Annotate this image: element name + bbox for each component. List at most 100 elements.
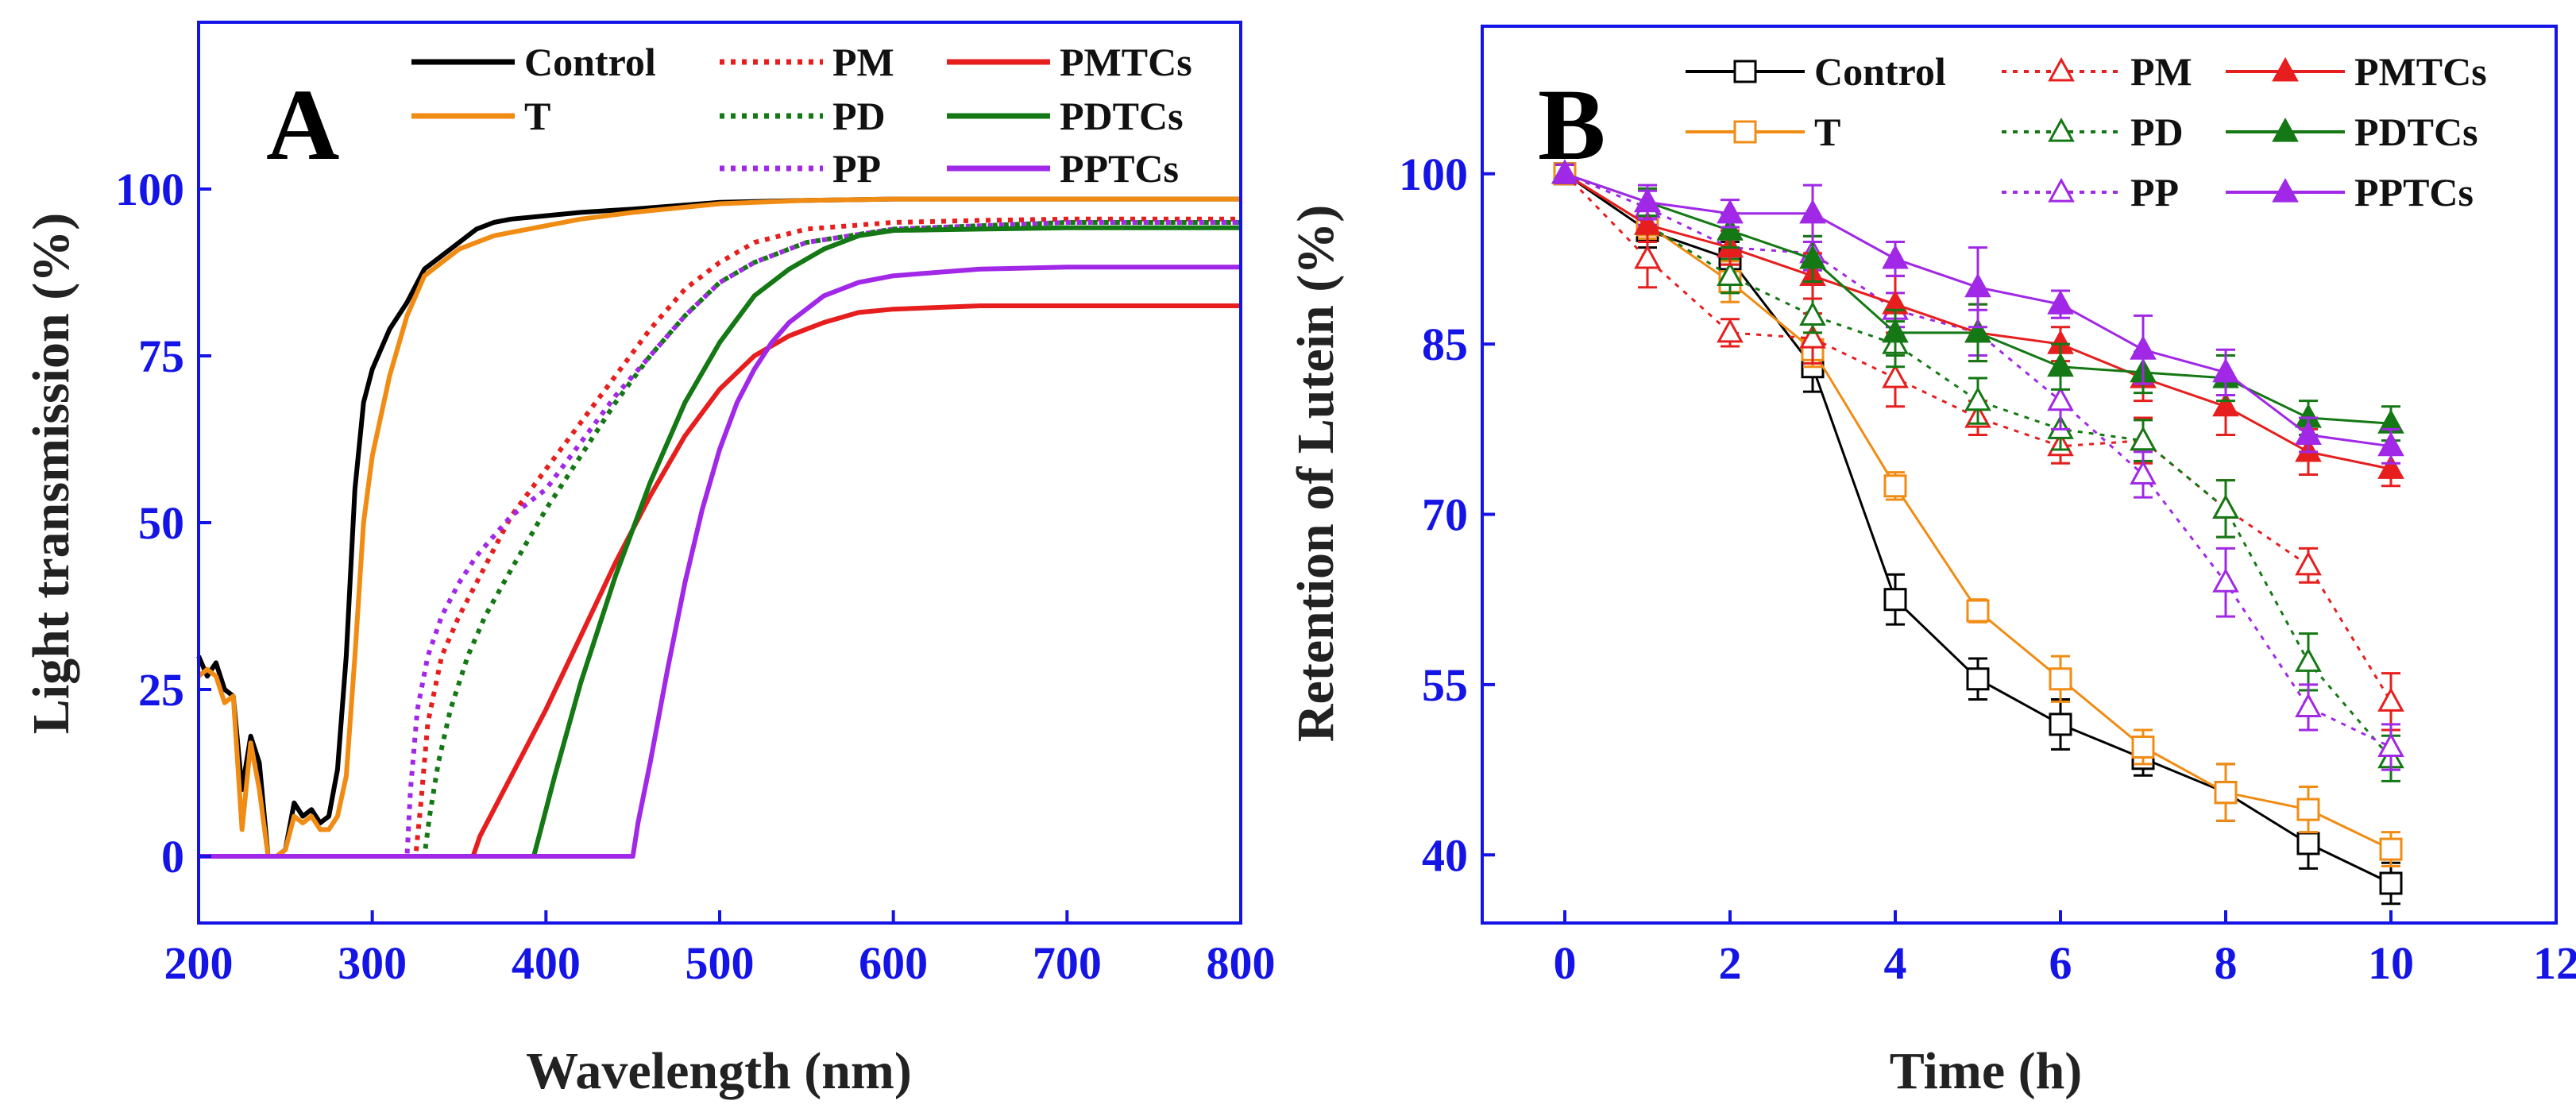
panel-b-series-pp-point (2377, 732, 2404, 757)
panel-b-series-pptcs-point (2047, 290, 2074, 315)
panel-a-series-pdtcs (199, 225, 1241, 859)
panel-b-ytick-label: 55 (1422, 659, 1468, 711)
panel-b-series-t-point (1883, 474, 1907, 498)
panel-b-series-pptcs-point (1799, 199, 1826, 224)
panel-a-ytick-label: 0 (161, 831, 184, 882)
panel-a-legend-control-label: Control (524, 40, 656, 84)
panel-a-series-pmtcs (199, 303, 1241, 859)
panel-b-series-pptcs-point (1964, 272, 1991, 298)
panel-b-series-t-point (2131, 735, 2155, 759)
panel-b-series-t-point (2379, 837, 2403, 861)
panel-a-xtick-label: 200 (164, 937, 234, 989)
panel-a-xtick-label: 600 (859, 937, 928, 989)
panel-b-series-pp-point (2130, 460, 2157, 485)
panel-b-series-pdtcs-point (1964, 318, 1991, 343)
panel-b-xtick-label: 8 (2215, 937, 2238, 989)
panel-b-series-pptcs-point (1882, 244, 1909, 269)
panel-b-series-pm-point (2377, 687, 2404, 712)
panel-a-series-pm-line (199, 216, 1241, 859)
panel-a-series-pmtcs-line (199, 303, 1241, 859)
panel-b: 0 2 4 6 8 10 12 40 55 70 85 100 Control T PM PD PP PMTCs… (1287, 25, 2576, 1100)
panel-b-series-pmtcs-point (2377, 454, 2404, 479)
panel-a-legend-control: Control (411, 40, 656, 84)
panel-a-series-t-line (197, 196, 1241, 859)
panel-a-legend: Control T PM PD PP PMTCs PDTCs PPTCs (411, 40, 1192, 191)
panel-b-legend-pmtcs-marker (2272, 56, 2299, 82)
panel-b-series-pd-point (1964, 386, 1991, 411)
panel-b-legend-control-label: Control (1814, 49, 1946, 94)
panel-b-xtick-label: 6 (2049, 937, 2072, 989)
panel-b-series-pptcs-point (2377, 431, 2404, 457)
panel-a-legend-t-label: T (524, 94, 550, 138)
panel-b-series-control-point (1966, 667, 1990, 691)
panel-b-series-t-point (1966, 599, 1990, 623)
panel-b-series-pd-point (1799, 301, 1826, 326)
panel-a-ylabel: Light transmission (%) (22, 213, 80, 734)
panel-a-ytick-label: 50 (138, 497, 184, 549)
panel-b-series-pp-point (2212, 568, 2239, 593)
panel-a-legend-pm-label: PM (832, 40, 894, 84)
panel-b-legend-pd-marker (2048, 117, 2075, 142)
panel-b-xtick-label: 2 (1719, 937, 1742, 989)
panel-b-series-pmtcs-point (2212, 392, 2239, 417)
panel-b-series-control-point (2049, 713, 2072, 736)
panel-b-series-control-point (2379, 871, 2403, 895)
panel-b-series-t-point (2296, 798, 2320, 821)
panel-b-xtick-label: 4 (1884, 937, 1907, 989)
panel-b-series-t-point (2049, 667, 2072, 691)
panel-b-legend-pd: PD (2002, 110, 2184, 154)
panel-a-axes: 200 300 400 500 600 700 800 0 25 50 75 100 (115, 21, 1276, 989)
panel-b-ytick-label: 70 (1422, 489, 1468, 541)
panel-b-series-pdtcs-point (1717, 216, 1744, 241)
panel-a-legend-pptcs: PPTCs (947, 146, 1179, 191)
panel-a-legend-t: T (411, 94, 550, 138)
panel-a-legend-pmtcs: PMTCs (947, 40, 1192, 84)
panel-a-series-pd-line (199, 220, 1241, 859)
panel-b-series-pd-point (2130, 426, 2157, 451)
panel-b-ylabel: Retention of Lutein (%) (1287, 205, 1345, 742)
panel-a-legend-pptcs-label: PPTCs (1060, 146, 1179, 191)
panel-a-ytick-label: 75 (138, 330, 184, 382)
panel-a-ytick-label: 25 (138, 664, 184, 716)
panel-b-series-pptcs-point (2295, 420, 2322, 445)
panel-b-series-pdtcs-point (2047, 352, 2074, 377)
panel-b-series-control-point (1883, 588, 1907, 612)
panel-a-series-pd (199, 220, 1241, 859)
panel-a-legend-pp: PP (720, 146, 881, 191)
panel-b-xtick-label: 12 (2533, 937, 2576, 989)
panel-a-series-control (196, 196, 1241, 859)
panel-a-xtick-label: 700 (1033, 937, 1102, 989)
panel-a-series-pptcs-line (199, 265, 1241, 859)
panel-b-legend-pptcs-label: PPTCs (2354, 170, 2474, 214)
panel-b-series-pm-point (1799, 323, 1826, 349)
panel-b-series-pptcs-point (1634, 187, 1661, 213)
panel-a-legend-pmtcs-label: PMTCs (1060, 40, 1192, 84)
panel-a: 200 300 400 500 600 700 800 0 25 50 75 100 Control T… (22, 21, 1276, 1100)
panel-a-series-control-line (196, 196, 1241, 859)
panel-b-series-pptcs-point (2130, 335, 2157, 360)
panel-a-letter: A (266, 68, 339, 181)
panel-b-frame (1481, 25, 2558, 925)
panel-b-series-pd-point (2295, 647, 2322, 672)
panel-b-legend-pdtcs-label: PDTCs (2354, 110, 2478, 154)
panel-b-series-pm-line (1563, 172, 2393, 703)
panel-b-series-pdtcs (1551, 159, 2404, 442)
panel-a-legend-pp-label: PP (832, 146, 881, 191)
panel-b-series-pptcs-point (1551, 159, 1578, 184)
panel-b-ytick-label: 100 (1399, 149, 1468, 200)
panel-b-legend-pp: PP (2002, 170, 2179, 214)
panel-b-legend-pptcs-marker (2272, 177, 2299, 203)
panel-b-series-control-point (2296, 832, 2320, 855)
panel-a-legend-pm: PM (720, 40, 894, 84)
panel-b-series-t-point (2214, 781, 2238, 805)
panel-a-ytick-label: 100 (115, 164, 184, 215)
panel-b-legend-pp-label: PP (2130, 170, 2179, 214)
panel-b-legend-pmtcs: PMTCs (2226, 49, 2487, 94)
panel-b-legend: Control T PM PD PP PMTCs PDTCs PPTCs (1686, 49, 2487, 214)
panel-b-series-pd-point (2212, 494, 2239, 519)
panel-b-xtick-label: 0 (1554, 937, 1577, 989)
panel-a-series-pptcs (199, 265, 1241, 859)
panel-a-series-t (197, 196, 1241, 859)
panel-a-xtick-label: 500 (686, 937, 755, 989)
